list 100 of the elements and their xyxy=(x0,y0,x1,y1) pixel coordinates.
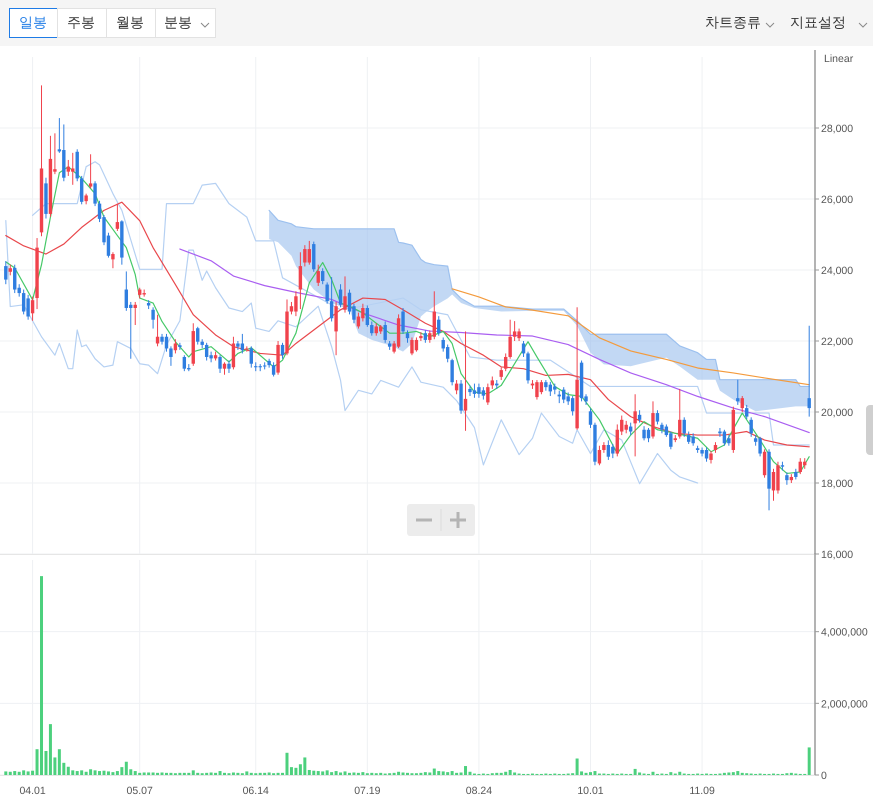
candlestick xyxy=(642,426,646,441)
text: 분봉 xyxy=(164,14,192,30)
candlestick xyxy=(30,296,34,322)
candlestick xyxy=(437,316,440,336)
bar xyxy=(432,768,436,775)
candlestick xyxy=(134,301,137,326)
candlestick xyxy=(472,383,476,398)
candlestick xyxy=(682,416,686,438)
x-tick-label: 04.01 xyxy=(19,785,46,797)
candlestick xyxy=(320,268,324,285)
candlestick xyxy=(325,282,329,304)
bar xyxy=(8,772,12,775)
candlestick xyxy=(196,326,200,346)
candlestick xyxy=(745,404,748,420)
candlestick xyxy=(232,336,236,370)
candlestick xyxy=(26,294,30,320)
bar xyxy=(316,771,320,775)
y-tick-label: 16,000 xyxy=(821,549,854,561)
candlestick xyxy=(570,396,574,416)
candlestick xyxy=(794,468,798,480)
text: 월봉 xyxy=(116,14,144,30)
candlestick xyxy=(93,180,97,207)
candlestick xyxy=(517,328,521,342)
candlestick xyxy=(598,445,602,466)
text: Linear xyxy=(824,53,854,65)
candlestick xyxy=(84,193,88,205)
candlestick xyxy=(338,284,342,308)
candlestick xyxy=(602,442,606,454)
y-tick-label: 28,000 xyxy=(821,123,854,135)
candlestick xyxy=(762,448,766,478)
candlestick xyxy=(808,325,811,418)
candlestick xyxy=(8,264,12,276)
candlestick xyxy=(182,354,186,372)
bar xyxy=(192,770,195,775)
y-tick-label: 18,000 xyxy=(821,478,854,490)
bar xyxy=(312,770,316,775)
candlestick xyxy=(454,380,458,395)
x-tick-label: 05.07 xyxy=(126,785,153,797)
candlestick xyxy=(606,440,610,460)
candlestick xyxy=(736,379,740,406)
y-tick-label: 2,000,000 xyxy=(821,698,868,710)
candlestick xyxy=(535,380,539,400)
bar xyxy=(13,771,16,775)
bar xyxy=(134,771,137,775)
candlestick xyxy=(316,264,320,286)
text: 차트종류 xyxy=(705,14,761,30)
candlestick xyxy=(80,175,84,205)
y-tick-label: 24,000 xyxy=(821,265,854,277)
candlestick xyxy=(174,338,178,354)
x-tick-label: 08.24 xyxy=(466,785,492,797)
candlestick xyxy=(366,305,370,328)
text: 지표설정 xyxy=(790,14,846,30)
x-tick-label: 10.01 xyxy=(577,785,604,797)
y-tick-label: 22,000 xyxy=(821,336,854,348)
candlestick xyxy=(156,314,160,347)
candlestick xyxy=(356,312,360,330)
candlestick xyxy=(504,352,508,372)
candlestick xyxy=(691,432,695,446)
bar xyxy=(437,771,440,775)
text: 일봉 xyxy=(19,14,47,30)
candlestick xyxy=(490,376,494,390)
y-tick-label: 0 xyxy=(821,770,827,782)
candlestick xyxy=(709,450,713,464)
candlestick xyxy=(500,367,503,381)
candlestick xyxy=(164,333,168,352)
candlestick xyxy=(656,410,660,425)
candlestick xyxy=(294,290,298,317)
y-tick-label: 26,000 xyxy=(821,194,854,206)
candlestick xyxy=(303,244,307,267)
candlestick xyxy=(544,380,548,392)
candlestick xyxy=(785,472,789,486)
candlestick xyxy=(758,436,762,457)
text: 주봉 xyxy=(67,14,95,30)
candlestick xyxy=(446,344,450,363)
candlestick xyxy=(414,336,418,352)
x-tick-label: 07.19 xyxy=(354,785,381,797)
candlestick xyxy=(424,330,428,344)
candlestick xyxy=(250,346,253,368)
y-tick-label: 4,000,000 xyxy=(821,626,868,639)
candlestick xyxy=(124,270,128,312)
line-series xyxy=(5,220,698,484)
candlestick xyxy=(272,362,276,377)
candlestick xyxy=(628,422,632,436)
bar xyxy=(678,772,682,775)
candlestick xyxy=(740,396,744,412)
candlestick xyxy=(383,320,387,344)
candlestick xyxy=(169,346,173,366)
candlestick xyxy=(151,306,155,330)
candlestick xyxy=(88,154,92,189)
bar xyxy=(71,770,74,775)
candlestick xyxy=(4,260,8,285)
bar xyxy=(76,771,79,775)
x-tick-label: 11.09 xyxy=(689,785,715,797)
candlestick xyxy=(749,416,753,438)
candlestick xyxy=(508,319,512,360)
candlestick xyxy=(450,358,454,386)
candlestick xyxy=(486,383,490,406)
line-series xyxy=(452,288,810,386)
line-series xyxy=(179,248,810,434)
candlestick xyxy=(638,410,642,424)
